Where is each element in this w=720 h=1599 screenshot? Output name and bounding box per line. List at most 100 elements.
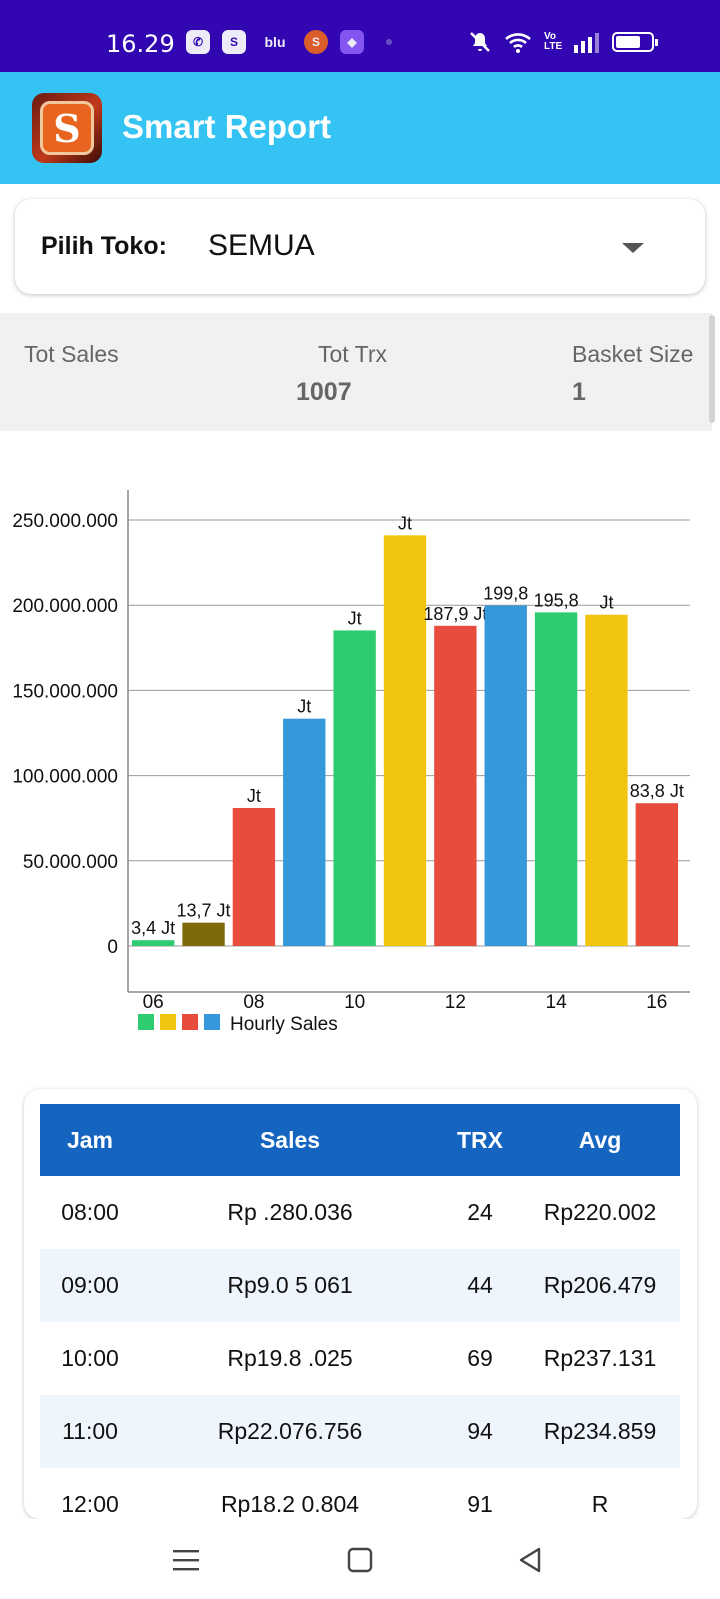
chart-svg: 0 50.000.000 100.000.000 150.000.000 200.000…	[12, 482, 690, 1035]
hourly-table-card: Jam Sales TRX Avg 08:00 Rp .280.036 24 R…	[24, 1089, 697, 1519]
cell-jam: 11:00	[62, 1418, 118, 1444]
store-selector-label: Pilih Toko:	[41, 232, 167, 260]
x-tick-label: 14	[546, 992, 568, 1013]
app-icon: ◆	[340, 30, 364, 54]
shop-icon: S	[304, 30, 328, 54]
app-logo: S	[32, 93, 102, 163]
signal-icon	[574, 33, 599, 53]
home-button[interactable]	[340, 1543, 380, 1577]
header-sales: Sales	[259, 1126, 321, 1153]
bar	[484, 605, 527, 946]
dropdown-caret-icon[interactable]	[622, 243, 644, 253]
cell-sales: Rp18.2 0.804	[220, 1491, 360, 1517]
logo-letter: S	[40, 101, 94, 155]
cell-avg: Rp220.002	[543, 1199, 657, 1225]
bar-data-label: 195,8	[534, 590, 579, 610]
back-icon	[519, 1547, 541, 1573]
cell-avg: Rp206.479	[543, 1272, 657, 1298]
store-selector-value[interactable]: SEMUA	[208, 229, 315, 262]
basket-size: Basket Size 1	[572, 341, 693, 407]
bar-data-label: 13,7 Jt	[177, 901, 231, 921]
cell-avg: R	[591, 1491, 609, 1517]
store-selector[interactable]: Pilih Toko: SEMUA	[15, 199, 705, 294]
header-trx: TRX	[457, 1126, 503, 1153]
shopee-icon: S	[222, 30, 246, 54]
x-tick-label: 10	[344, 992, 365, 1013]
summary-strip: Tot Sales Tot Trx 1007 Basket Size 1	[0, 313, 712, 431]
cell-avg: Rp234.859	[543, 1418, 657, 1444]
header-avg: Avg	[578, 1126, 622, 1153]
bar-data-label: 3,4 Jt	[131, 918, 175, 938]
legend-label: Hourly Sales	[230, 1014, 338, 1035]
app-title: Smart Report	[122, 108, 332, 145]
bar	[635, 803, 678, 946]
volte-icon: Vo LTE	[544, 31, 563, 52]
table-header: Jam Sales TRX Avg	[40, 1104, 680, 1176]
cell-trx: 44	[467, 1272, 493, 1298]
legend-swatch	[182, 1014, 198, 1030]
tot-sales: Tot Sales	[24, 341, 119, 378]
bar	[333, 630, 376, 946]
cell-avg: Rp237.131	[543, 1345, 657, 1371]
cell-jam: 12:00	[61, 1491, 119, 1517]
bar-data-label: Jt	[348, 608, 362, 628]
mute-icon	[470, 32, 490, 52]
y-tick-label: 50.000.000	[23, 852, 118, 873]
tot-sales-label: Tot Sales	[24, 341, 119, 367]
x-tick-label: 16	[646, 992, 667, 1013]
cell-jam: 10:00	[61, 1345, 119, 1371]
y-tick-label: 0	[107, 937, 118, 958]
tot-trx-label: Tot Trx	[318, 341, 388, 367]
bar-data-label: Jt	[297, 697, 311, 717]
dot-icon	[386, 39, 392, 45]
bar-data-label: 199,8	[483, 584, 528, 604]
bar	[182, 922, 225, 946]
cell-trx: 24	[467, 1199, 493, 1225]
cell-sales: Rp22.076.756	[217, 1418, 363, 1444]
hourly-sales-chart: 0 50.000.000 100.000.000 150.000.000 200.000…	[0, 482, 720, 1060]
basket-size-value: 1	[572, 378, 586, 406]
bar	[534, 612, 578, 946]
cell-jam: 09:00	[61, 1272, 119, 1298]
bar	[132, 940, 175, 946]
table-row[interactable]: 09:00 Rp9.0 5 061 44 Rp206.479	[40, 1249, 680, 1322]
cell-sales: Rp9.0 5 061	[227, 1272, 353, 1298]
y-tick-label: 200.000.000	[12, 596, 118, 617]
home-icon	[347, 1547, 373, 1573]
system-icons: Vo LTE	[468, 30, 658, 54]
table-row[interactable]: 10:00 Rp19.8 .025 69 Rp237.131	[40, 1322, 680, 1395]
status-bar: 16.29 ✆ S blu S ◆ Vo LTE	[0, 0, 720, 72]
summary-scrollbar[interactable]	[709, 315, 715, 423]
y-tick-label: 250.000.000	[12, 511, 118, 532]
menu-button[interactable]	[166, 1543, 206, 1577]
header-jam: Jam	[66, 1126, 114, 1153]
y-tick-label: 150.000.000	[12, 681, 118, 702]
tot-trx-value: 1007	[296, 378, 352, 406]
table-row[interactable]: 08:00 Rp .280.036 24 Rp220.002	[40, 1176, 680, 1249]
system-nav-bar	[0, 1519, 720, 1599]
cell-trx: 69	[467, 1345, 493, 1371]
x-tick-label: 12	[445, 992, 466, 1013]
menu-icon	[173, 1550, 199, 1571]
cell-sales: Rp19.8 .025	[227, 1345, 353, 1371]
cell-trx: 94	[467, 1418, 493, 1444]
y-tick-label: 100.000.000	[12, 767, 118, 788]
basket-size-label: Basket Size	[572, 341, 694, 367]
hourly-table: Jam Sales TRX Avg 08:00 Rp .280.036 24 R…	[40, 1104, 680, 1519]
whatsapp-icon: ✆	[186, 30, 210, 54]
wifi-icon	[505, 33, 531, 53]
tot-trx: Tot Trx 1007	[296, 341, 387, 407]
table-row[interactable]: 11:00 Rp22.076.756 94 Rp234.859	[40, 1395, 680, 1468]
x-tick-label: 08	[243, 992, 264, 1013]
battery-icon	[612, 32, 658, 52]
blu-icon: blu	[264, 34, 286, 50]
back-button[interactable]	[510, 1543, 550, 1577]
cell-sales: Rp .280.036	[227, 1199, 353, 1225]
bar-data-label: 83,8 Jt	[630, 781, 684, 801]
bar-data-label: Jt	[247, 786, 261, 806]
bar	[434, 625, 477, 946]
table-row[interactable]: 12:00 Rp18.2 0.804 91 R	[40, 1468, 680, 1519]
bar-data-label: Jt	[599, 593, 613, 613]
app-bar: S Smart Report	[0, 72, 720, 184]
legend-swatch	[138, 1014, 154, 1030]
